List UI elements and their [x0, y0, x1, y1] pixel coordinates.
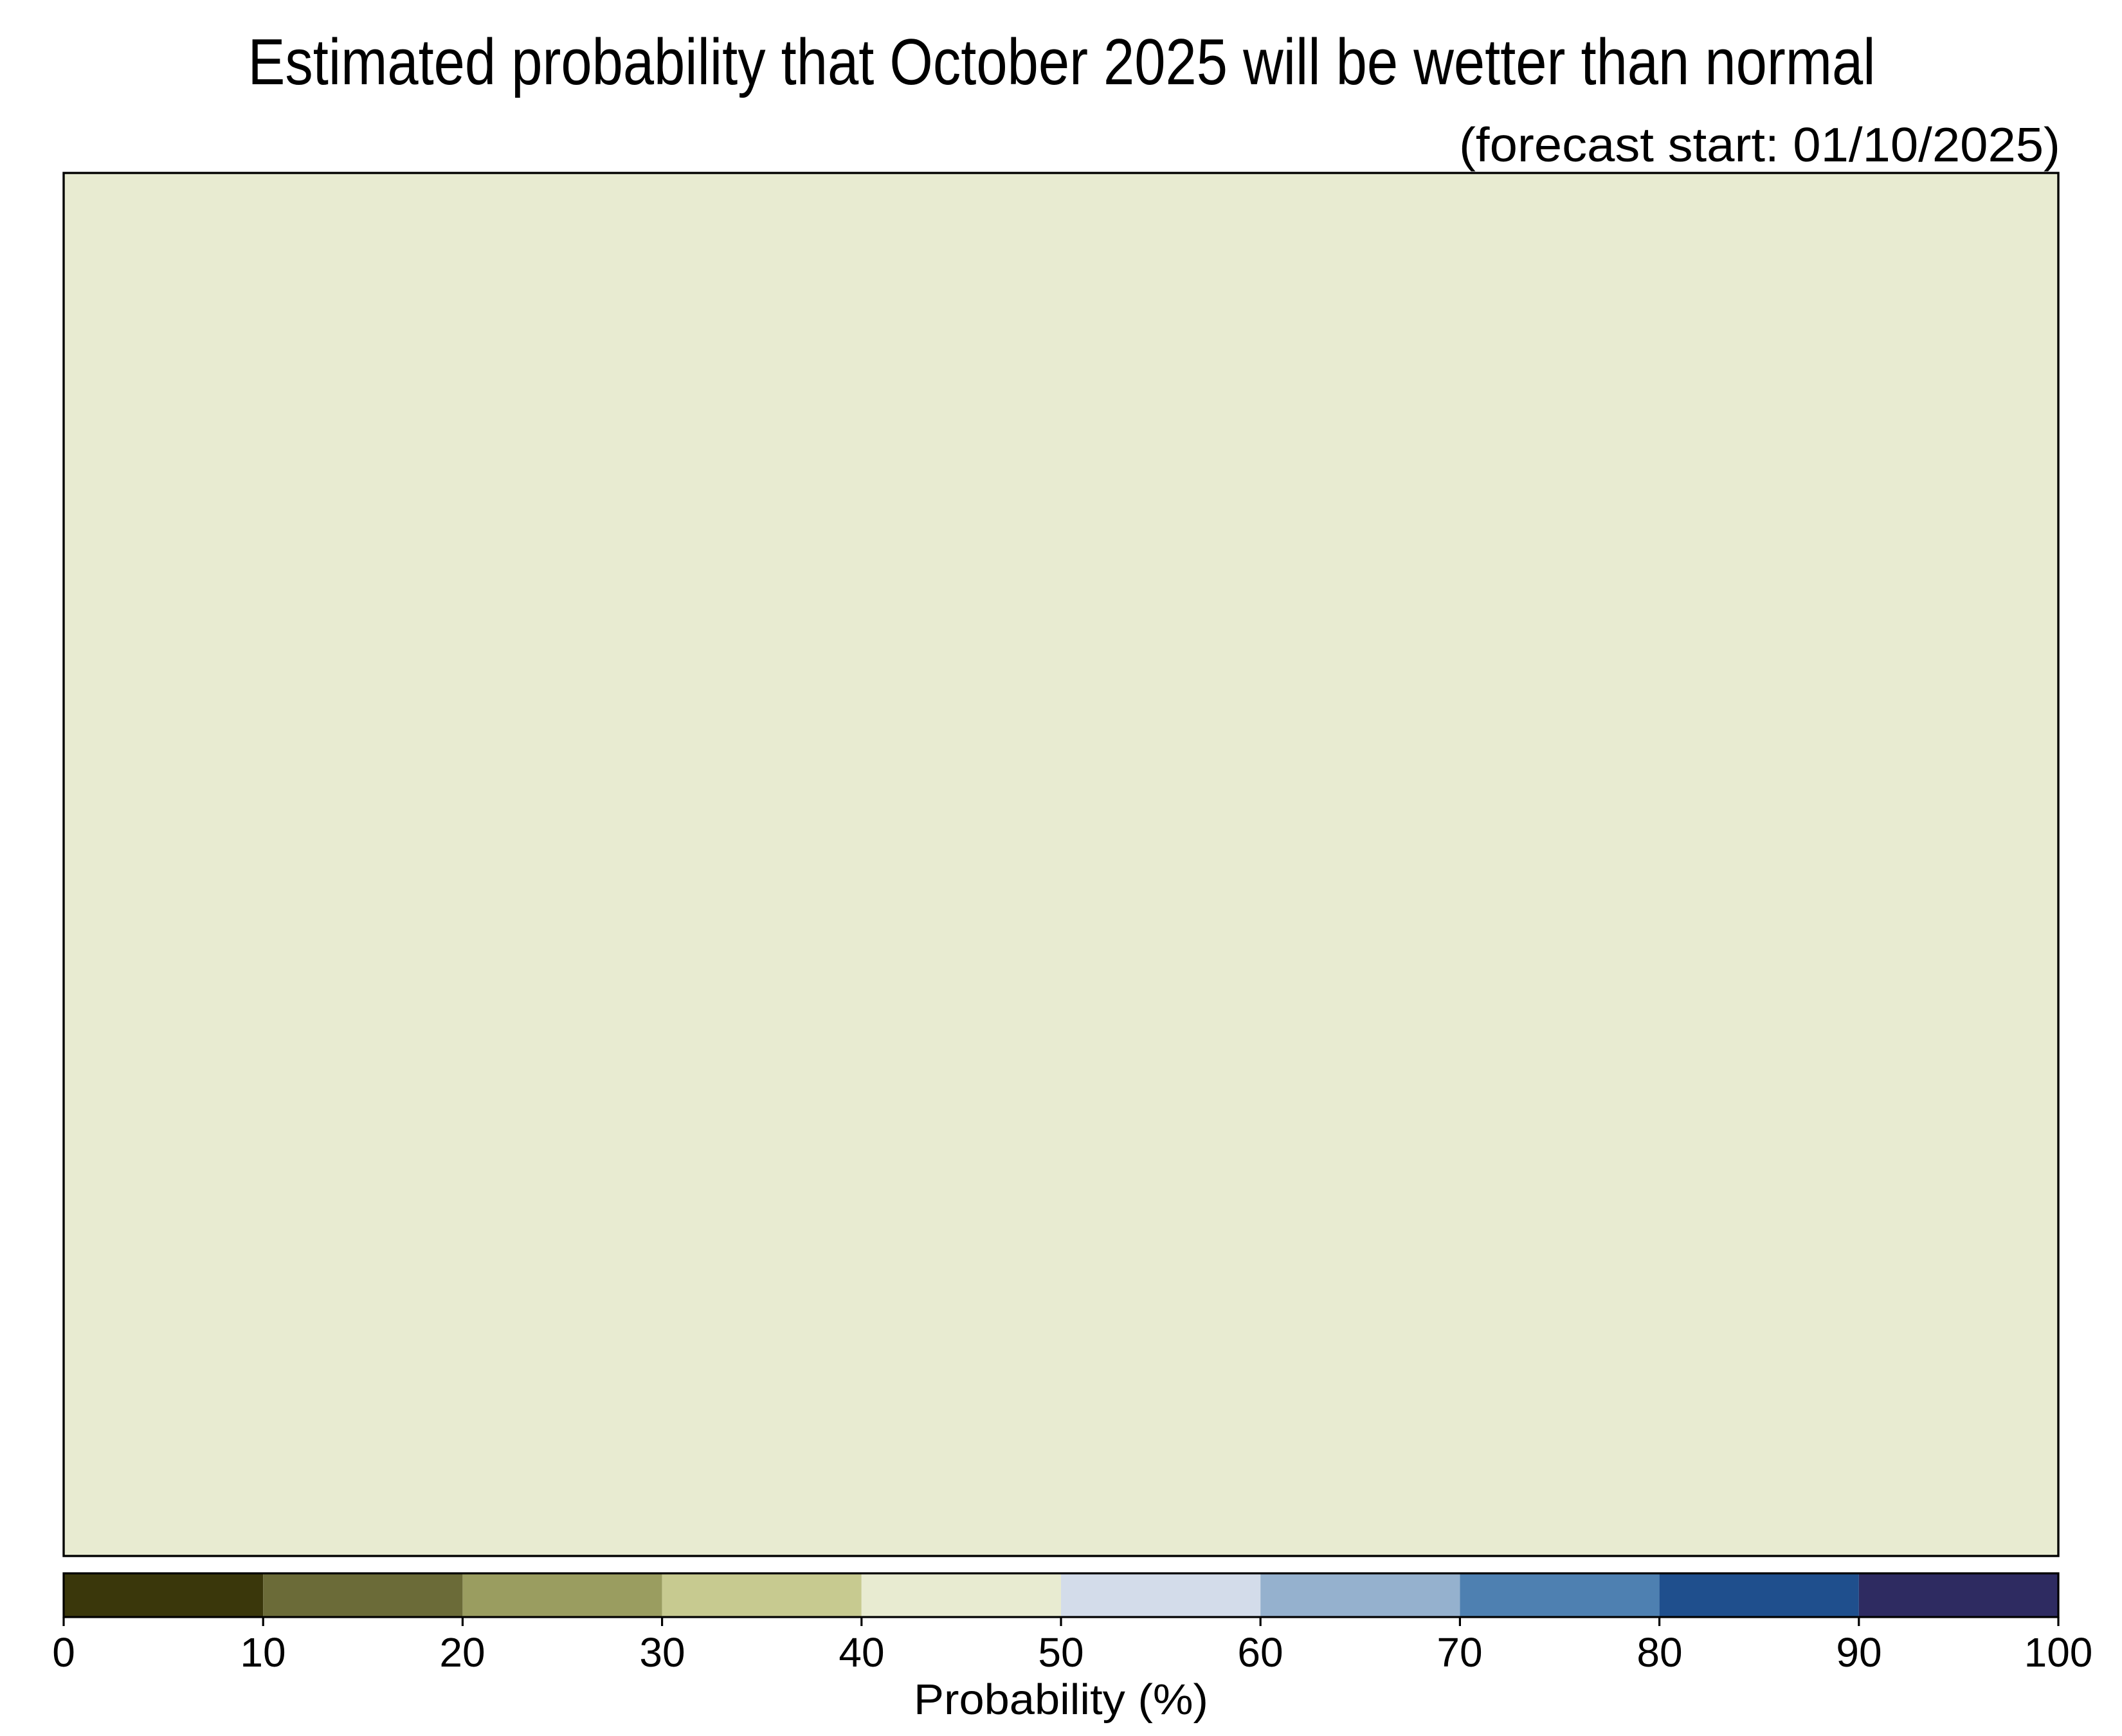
svg-text:10: 10 [240, 1629, 286, 1676]
svg-text:80: 80 [1637, 1629, 1682, 1676]
svg-text:Estimated probability that Oct: Estimated probability that October 2025 … [248, 26, 1876, 98]
svg-text:100: 100 [2024, 1629, 2093, 1676]
svg-text:20: 20 [439, 1629, 485, 1676]
svg-text:40: 40 [839, 1629, 884, 1676]
svg-text:(forecast start: 01/10/2025): (forecast start: 01/10/2025) [1459, 118, 2060, 172]
svg-text:50: 50 [1038, 1629, 1084, 1676]
svg-text:70: 70 [1437, 1629, 1482, 1676]
svg-text:30: 30 [639, 1629, 685, 1676]
svg-text:0: 0 [52, 1629, 75, 1676]
svg-text:60: 60 [1237, 1629, 1283, 1676]
svg-text:90: 90 [1836, 1629, 1882, 1676]
svg-text:Probability (%): Probability (%) [914, 1676, 1208, 1724]
